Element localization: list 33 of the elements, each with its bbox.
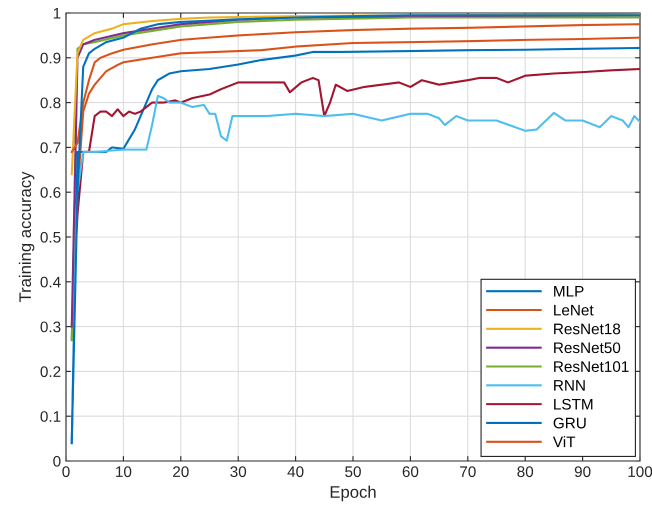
legend-label: MLP (554, 286, 584, 297)
y-tick-label: 0 (53, 456, 61, 467)
y-tick-label: 0.9 (40, 52, 60, 64)
y-tick-label: 0.8 (40, 97, 60, 108)
y-tick-label: 0.1 (40, 411, 60, 422)
x-tick-label: 90 (574, 466, 590, 478)
x-tick-label: 50 (345, 466, 361, 478)
x-tick-label: 0 (62, 466, 70, 478)
legend-label: ResNet50 (554, 342, 620, 354)
x-tick-label: 100 (628, 466, 652, 478)
legend-label: ResNet101 (554, 361, 629, 372)
y-tick-label: 0.5 (40, 232, 60, 243)
x-tick-label: 30 (230, 466, 246, 478)
y-axis-title: Training accuracy (18, 172, 34, 302)
y-tick-label: 0.3 (40, 321, 60, 332)
legend-label: RNN (554, 380, 585, 391)
x-tick-label: 10 (116, 466, 132, 478)
x-axis-title: Epoch (330, 486, 376, 502)
y-tick-label: 1 (54, 8, 60, 19)
legend-label: ResNet18 (554, 324, 620, 334)
x-tick-label: 60 (402, 466, 418, 478)
y-tick-label: 0.4 (40, 276, 61, 288)
legend-label: GRU (554, 418, 586, 428)
y-tick-label: 0.6 (40, 187, 60, 198)
legend-label: ViT (552, 436, 576, 448)
x-tick-label: 20 (173, 466, 189, 478)
legend-label: LeNet (554, 304, 594, 316)
y-tick-label: 0.2 (40, 366, 60, 378)
y-tick-label: 0.7 (40, 142, 60, 154)
x-tick-label: 70 (460, 466, 476, 478)
x-tick-label: 80 (517, 466, 534, 478)
legend-label: LSTM (554, 398, 592, 410)
x-tick-label: 40 (287, 466, 304, 478)
